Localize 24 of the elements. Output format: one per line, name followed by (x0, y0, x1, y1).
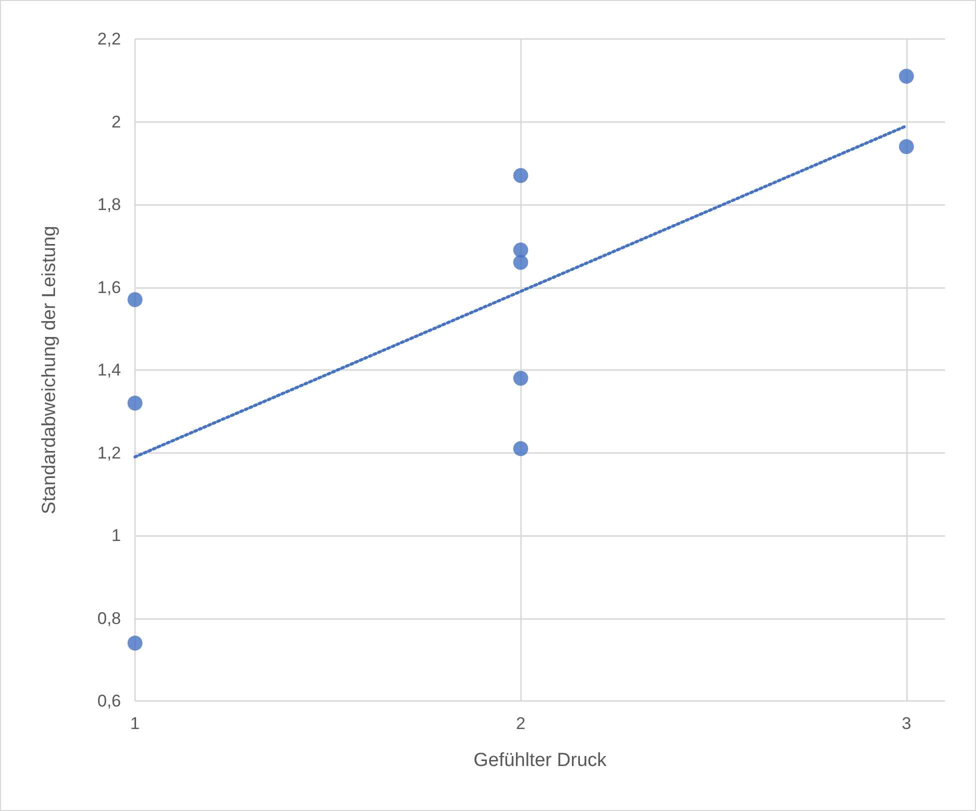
y-axis-title: Standardabweichung der Leistung (39, 226, 60, 514)
point (898, 68, 914, 84)
point (513, 168, 528, 184)
point (513, 370, 528, 386)
point (898, 139, 914, 154)
x-tick-label: 3 (902, 714, 912, 733)
y-tick-label: 1,2 (97, 443, 121, 462)
point (513, 441, 528, 456)
y-tick-label: 2,2 (97, 30, 121, 48)
y-tick-label: 1,4 (97, 360, 121, 380)
point (128, 636, 142, 651)
x-tick-label: 1 (130, 714, 140, 733)
y-tick-label: 1 (112, 526, 121, 545)
y-tick-label: 0,6 (97, 692, 121, 710)
x-tick-label: 2 (516, 714, 526, 733)
y-tick-label: 1,8 (97, 195, 121, 214)
point (128, 396, 142, 411)
point (128, 292, 142, 308)
x-axis-title: Gefühlter Druck (473, 750, 608, 771)
y-tick-label: 1,6 (97, 278, 121, 297)
y-tick-label: 0,8 (97, 608, 121, 628)
y-tick-label: 2 (112, 112, 121, 132)
point (513, 254, 528, 270)
point (513, 242, 528, 258)
